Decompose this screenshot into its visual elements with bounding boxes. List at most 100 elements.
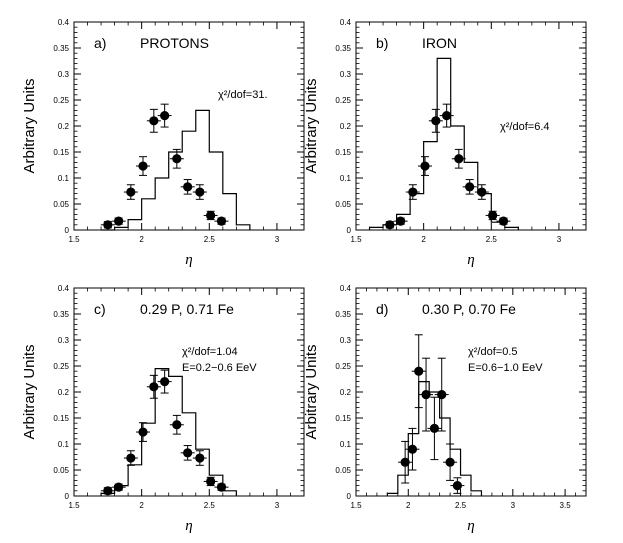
energy-annotation: E=0.6−1.0 EeV: [468, 362, 543, 374]
y-tick-label: 0: [65, 226, 70, 235]
data-point: [445, 457, 455, 467]
y-tick-label: 0.1: [340, 440, 352, 449]
data-point: [103, 220, 113, 230]
y-tick-label: 0.2: [340, 122, 352, 131]
histogram-line: [100, 368, 237, 496]
x-tick-label: 2: [421, 235, 426, 244]
panel-frame: [355, 287, 587, 497]
x-tick-label: 3: [511, 501, 516, 510]
data-point: [138, 161, 148, 171]
chi2-annotation: χ²/dof=6.4: [500, 121, 550, 133]
x-tick-label: 2: [406, 501, 411, 510]
panel-title: 0.29 P, 0.71 Fe: [140, 301, 234, 317]
panel-label: a): [94, 35, 106, 51]
y-tick-label: 0.35: [335, 310, 351, 319]
y-tick-label: 0.15: [335, 148, 351, 157]
data-points: [103, 111, 227, 230]
y-tick-label: 0.05: [335, 200, 351, 209]
x-tick-label: 1.5: [350, 501, 362, 510]
panel-title: IRON: [422, 35, 457, 51]
y-tick-label: 0.05: [335, 466, 351, 475]
data-point: [396, 216, 406, 226]
data-point: [114, 482, 124, 492]
x-axis: 1.5 2 2.5 3: [68, 22, 291, 244]
y-tick-label: 0.25: [335, 96, 351, 105]
y-tick-label: 0: [347, 492, 352, 501]
y-axis: 0 0.05 0.1 0.15 0.2 0.25 0.3 0.35 0.4: [53, 18, 304, 235]
panel-title: PROTONS: [140, 35, 209, 51]
histogram-line: [386, 381, 483, 496]
data-point: [138, 427, 148, 437]
y-axis-label: Arbitrary Units: [303, 344, 320, 439]
panel-label: c): [94, 301, 106, 317]
y-tick-label: 0.25: [53, 362, 69, 371]
x-tick-label: 2.5: [204, 501, 216, 510]
panel-label: b): [376, 35, 388, 51]
data-point: [421, 390, 431, 400]
x-axis-label: η: [185, 518, 192, 534]
panel-frame: [73, 287, 305, 497]
y-axis: 0 0.05 0.1 0.15 0.2 0.25 0.3 0.35 0.4: [335, 284, 586, 501]
data-points: [103, 377, 227, 496]
y-tick-label: 0.4: [340, 18, 352, 27]
panel-frame: [355, 21, 587, 231]
data-point: [160, 111, 170, 121]
data-point: [465, 182, 475, 192]
data-point: [442, 111, 452, 121]
y-tick-label: 0.05: [53, 466, 69, 475]
x-tick-label: 2.5: [204, 235, 216, 244]
y-tick-label: 0.15: [53, 414, 69, 423]
data-point: [429, 423, 440, 433]
data-point: [454, 154, 464, 164]
y-tick-label: 0.3: [58, 70, 70, 79]
y-tick-label: 0.4: [340, 284, 352, 293]
histogram-line: [101, 109, 251, 231]
data-point: [408, 187, 418, 197]
panel-title: 0.30 P, 0.70 Fe: [422, 301, 516, 317]
x-axis: 1.5 2 2.5 3: [68, 288, 291, 510]
y-tick-label: 0.2: [58, 388, 70, 397]
y-tick-label: 0.35: [53, 44, 69, 53]
data-point: [488, 210, 498, 221]
x-tick-label: 3.5: [560, 501, 572, 510]
panel-b-iron: 0 0.05 0.1 0.15 0.2 0.25 0.3 0.35 0.4 1.5 2 2.5 3 b…: [303, 18, 587, 268]
data-point: [414, 366, 424, 376]
data-point: [126, 187, 136, 197]
y-tick-label: 0.15: [335, 414, 351, 423]
y-axis-label: Arbitrary Units: [21, 344, 38, 439]
x-tick-label: 3: [557, 235, 562, 244]
y-tick-label: 0.05: [53, 200, 69, 209]
x-tick-label: 1.5: [68, 235, 80, 244]
x-tick-label: 2: [139, 235, 144, 244]
y-tick-label: 0.1: [58, 440, 70, 449]
y-tick-label: 0.3: [340, 336, 352, 345]
x-tick-label: 2: [139, 501, 144, 510]
data-point: [400, 457, 410, 467]
x-tick-label: 2.5: [486, 235, 498, 244]
y-tick-label: 0.25: [53, 96, 69, 105]
data-point: [183, 448, 193, 458]
y-tick-label: 0.3: [340, 70, 352, 79]
x-axis: 1.5 2 2.5 3 3.5: [350, 288, 576, 510]
data-point: [172, 420, 182, 430]
y-tick-label: 0.35: [335, 44, 351, 53]
energy-annotation: E=0.2−0.6 EeV: [182, 362, 257, 374]
data-point: [195, 187, 205, 197]
panel-label: d): [376, 301, 388, 317]
data-point: [172, 154, 182, 164]
y-tick-label: 0.15: [53, 148, 69, 157]
data-point: [149, 382, 159, 392]
x-axis: 1.5 2 2.5 3: [350, 22, 573, 244]
panel-d-mixture: 0 0.05 0.1 0.15 0.2 0.25 0.3 0.35 0.4 1.5 2 2.5 3 3.…: [303, 284, 587, 534]
x-tick-label: 3: [275, 235, 280, 244]
data-point: [216, 482, 227, 492]
data-point: [126, 453, 136, 463]
y-axis: 0 0.05 0.1 0.15 0.2 0.25 0.3 0.35 0.4: [335, 18, 586, 235]
y-tick-label: 0.1: [58, 174, 70, 183]
x-tick-label: 1.5: [68, 501, 80, 510]
data-point: [452, 481, 463, 491]
chi2-annotation: χ²/dof=1.04: [182, 346, 238, 358]
data-point: [407, 444, 418, 454]
histogram-line: [368, 57, 519, 230]
